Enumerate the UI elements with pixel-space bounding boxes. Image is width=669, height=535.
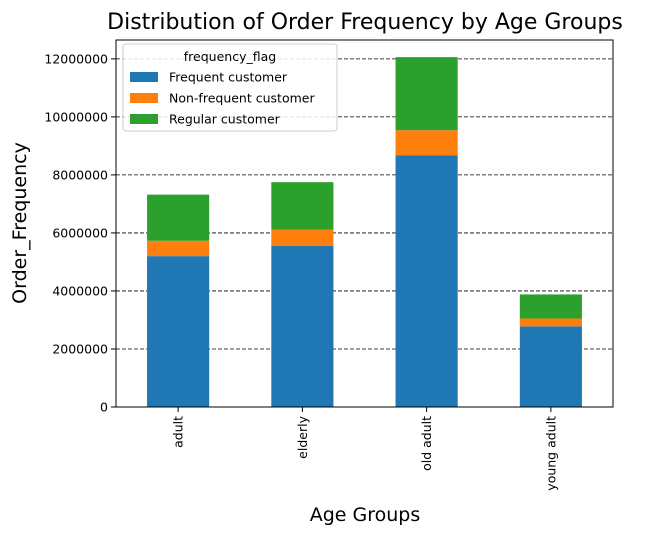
legend: frequency_flag Frequent customer Non-frequ… (122, 43, 338, 132)
legend-box (122, 43, 338, 132)
bar-non-frequent-customer-young-adult (519, 318, 582, 327)
y-tick-label: 10000000 (44, 109, 108, 124)
bar-regular-customer-old-adult (395, 57, 458, 131)
x-tick-label: adult (171, 416, 186, 448)
bar-non-frequent-customer-elderly (271, 229, 334, 246)
x-tick-label: elderly (295, 415, 310, 458)
y-tick-label: 4000000 (52, 283, 108, 298)
x-axis-ticks: adult elderly old adult young adult (171, 407, 558, 491)
bar-non-frequent-customer-old-adult (395, 130, 458, 156)
y-axis-label: Order_Frequency (9, 142, 31, 304)
legend-swatch (130, 93, 158, 103)
y-tick-label: 0 (100, 400, 108, 415)
x-tick-label: old adult (419, 416, 434, 471)
legend-swatch (130, 114, 158, 124)
bar-regular-customer-elderly (271, 182, 334, 230)
bar-frequent-customer-young-adult (519, 326, 582, 407)
y-tick-label: 6000000 (52, 225, 108, 240)
chart-title: Distribution of Order Frequency by Age G… (107, 10, 623, 35)
bars (147, 57, 582, 407)
bar-frequent-customer-old-adult (395, 155, 458, 407)
legend-label: Frequent customer (169, 70, 288, 85)
y-tick-label: 8000000 (52, 167, 108, 182)
bar-frequent-customer-adult (147, 256, 210, 407)
legend-title: frequency_flag (184, 49, 276, 64)
y-axis-ticks: 0 2000000 4000000 6000000 8000000 10000000 120… (44, 51, 116, 415)
x-tick-label: young adult (543, 416, 558, 491)
plot-frame (115, 39, 614, 408)
bar-non-frequent-customer-adult (147, 240, 210, 257)
legend-swatch (130, 72, 158, 82)
legend-label: Non-frequent customer (169, 91, 315, 106)
y-tick-label: 12000000 (44, 51, 108, 66)
bar-frequent-customer-elderly (271, 245, 334, 407)
x-axis-label: Age Groups (310, 504, 421, 526)
bar-regular-customer-adult (147, 194, 210, 241)
legend-label: Regular customer (169, 112, 281, 127)
bar-regular-customer-young-adult (519, 294, 582, 319)
y-tick-label: 2000000 (52, 341, 108, 356)
